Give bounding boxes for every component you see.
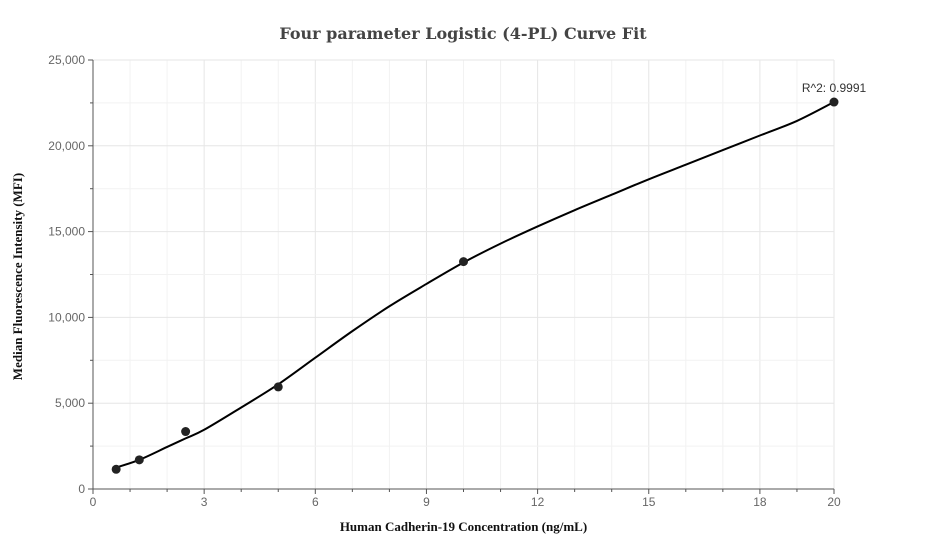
x-tick-label: 0: [90, 495, 97, 509]
annotations: R^2: 0.9991: [802, 81, 867, 95]
x-tick-label: 20: [827, 495, 841, 509]
data-point: [111, 464, 121, 474]
y-axis-label: Median Fluorescence Intensity (MFI): [10, 173, 25, 380]
y-axis-ticks: 0 5,000 10,000 15,000 20,000 25,000: [48, 53, 93, 496]
fit-curve: [115, 101, 835, 469]
y-tick-label: 0: [78, 482, 85, 496]
x-tick-label: 18: [753, 495, 767, 509]
y-tick-label: 20,000: [48, 139, 85, 153]
data-point: [134, 455, 144, 465]
data-point: [829, 97, 839, 107]
y-tick-label: 15,000: [48, 225, 85, 239]
chart-title: Four parameter Logistic (4-PL) Curve Fit: [279, 24, 647, 43]
data-point: [273, 382, 283, 392]
x-tick-label: 12: [531, 495, 545, 509]
x-axis-ticks: 0 3 6 9 12 15 18 20: [90, 489, 841, 509]
y-tick-label: 10,000: [48, 310, 85, 324]
x-axis-label: Human Cadherin-19 Concentration (ng/mL): [340, 519, 587, 534]
data-point: [459, 257, 468, 267]
x-tick-label: 15: [642, 495, 656, 509]
x-tick-label: 6: [312, 495, 319, 509]
x-tick-label: 9: [423, 495, 430, 509]
series: [111, 97, 839, 474]
r-squared-annotation: R^2: 0.9991: [802, 81, 867, 95]
y-tick-label: 5,000: [55, 396, 85, 410]
grid: [92, 59, 835, 489]
x-tick-label: 3: [201, 495, 208, 509]
data-point: [181, 427, 191, 437]
y-tick-label: 25,000: [48, 53, 85, 67]
